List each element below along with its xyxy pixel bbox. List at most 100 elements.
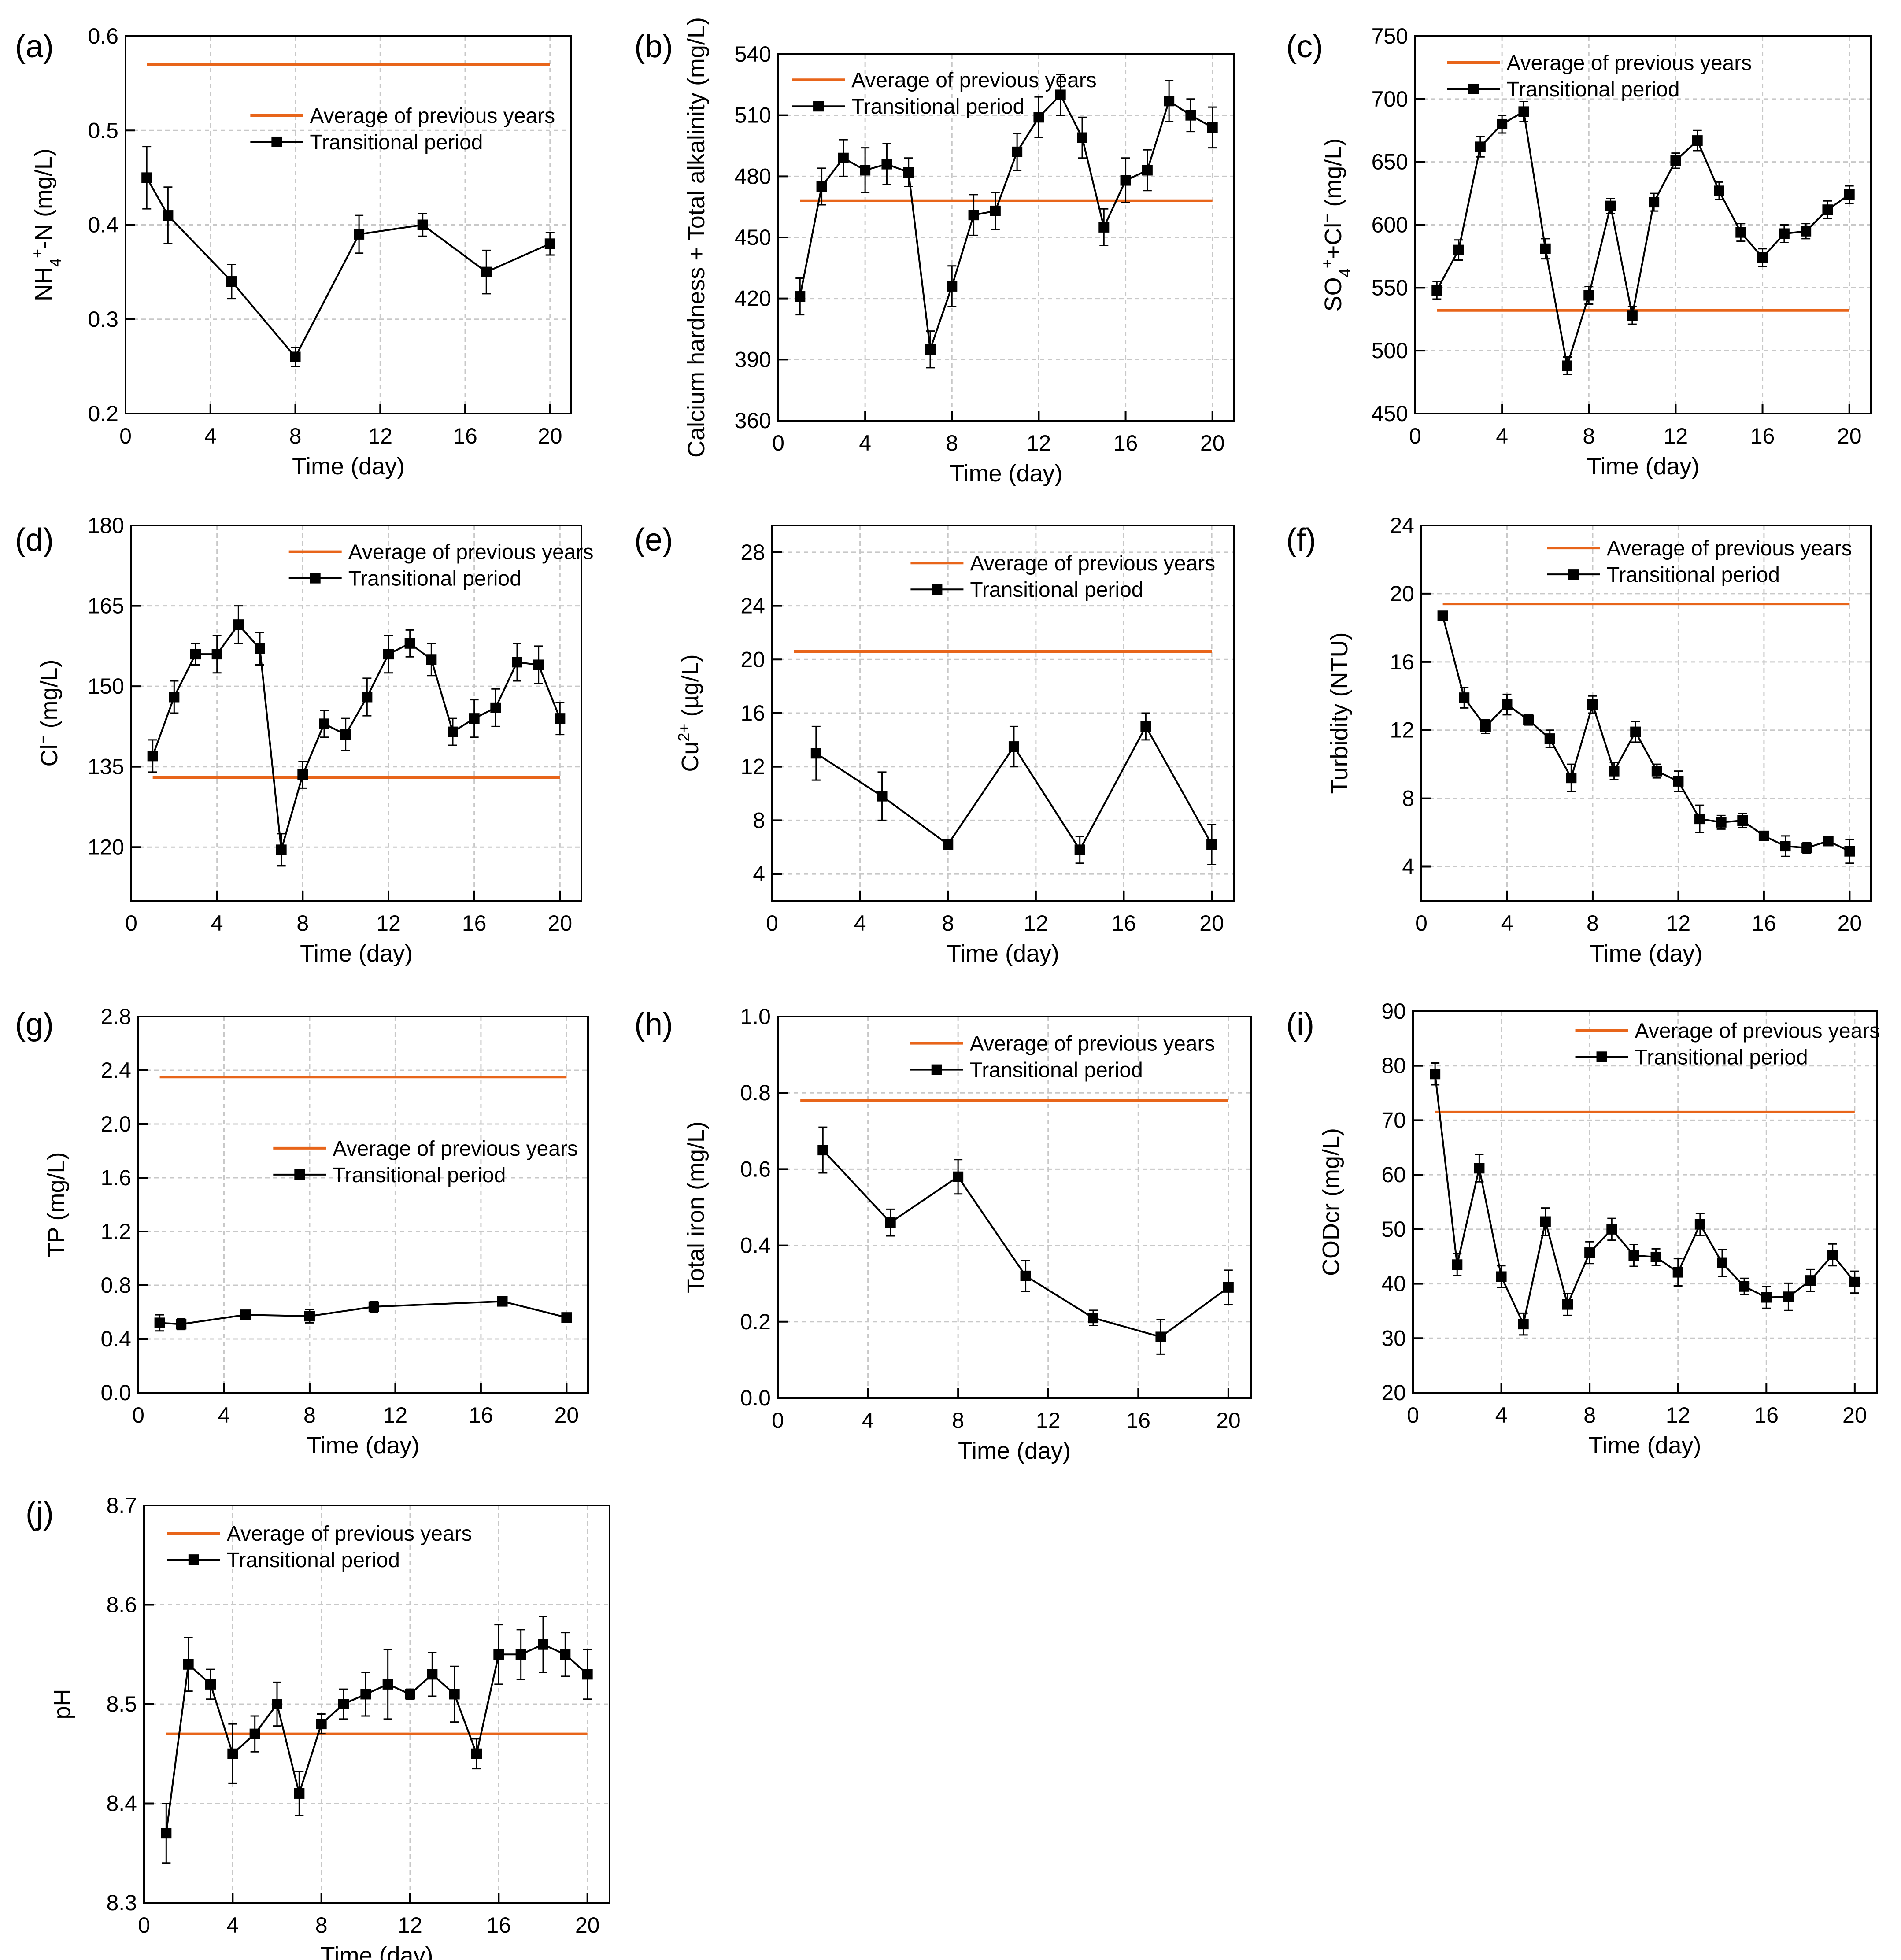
data-point bbox=[1694, 1219, 1705, 1230]
data-point bbox=[860, 165, 871, 176]
data-point bbox=[490, 702, 501, 713]
x-axis-title: Time (day) bbox=[1590, 940, 1702, 967]
data-point bbox=[276, 844, 287, 855]
data-point bbox=[1474, 1163, 1485, 1174]
y-tick-label: 450 bbox=[1372, 401, 1408, 426]
x-axis-title: Time (day) bbox=[292, 453, 405, 480]
panel-label: (g) bbox=[15, 1007, 54, 1042]
y-tick-label: 0.6 bbox=[88, 24, 118, 48]
data-point bbox=[1844, 846, 1855, 857]
panel-label: (e) bbox=[634, 522, 673, 558]
x-axis-title: Time (day) bbox=[1588, 1432, 1701, 1459]
y-axis-title: Cu2+ (µg/L) bbox=[675, 654, 704, 772]
data-point bbox=[1739, 1281, 1750, 1292]
plot-frame bbox=[1412, 1010, 1878, 1394]
data-point bbox=[368, 1301, 379, 1312]
y-tick-label: 180 bbox=[88, 513, 124, 538]
data-point bbox=[183, 1659, 194, 1670]
y-tick-label: 0.5 bbox=[88, 118, 118, 143]
y-tick-label: 60 bbox=[1381, 1162, 1406, 1187]
data-point bbox=[1223, 1282, 1234, 1293]
series-line-transitional bbox=[146, 177, 551, 359]
data-point bbox=[1605, 200, 1616, 211]
data-point bbox=[1650, 1251, 1661, 1262]
y-axis-title-part: +Cl bbox=[1320, 223, 1346, 259]
data-point bbox=[881, 159, 892, 170]
panel-label: (j) bbox=[26, 1496, 54, 1531]
y-tick-label: 80 bbox=[1381, 1054, 1406, 1078]
y-tick-label: 450 bbox=[735, 225, 771, 250]
data-point bbox=[382, 1679, 393, 1690]
data-point bbox=[817, 1145, 828, 1156]
y-tick-label: 8.7 bbox=[106, 1493, 137, 1518]
data-point bbox=[1453, 244, 1464, 255]
y-tick-label: 8.3 bbox=[106, 1890, 137, 1915]
y-axis-title-part: − bbox=[1318, 214, 1336, 223]
y-axis-title-part: CODcr (mg/L) bbox=[1318, 1128, 1344, 1276]
data-point bbox=[493, 1649, 504, 1660]
x-tick-label: 0 bbox=[138, 1913, 150, 1938]
data-point bbox=[1628, 1250, 1639, 1261]
x-tick-label: 20 bbox=[1837, 424, 1862, 448]
data-point bbox=[1714, 185, 1724, 196]
y-axis-title-part: Calcium hardness + Total alkalinity (mg/… bbox=[683, 17, 710, 458]
data-point bbox=[533, 659, 544, 670]
data-point bbox=[1823, 836, 1834, 847]
y-tick-label: 0.6 bbox=[740, 1157, 771, 1181]
data-point bbox=[1673, 776, 1684, 787]
data-point bbox=[294, 1788, 305, 1799]
panel-b: 0 4 8 12 16 20 360 390 420 450 480 510 540 Time (day)… bbox=[634, 17, 1235, 487]
panel-h: 0 4 8 12 16 20 0.0 0.2 0.4 0.6 0.8 1.0 Time (day) Tot… bbox=[634, 1004, 1252, 1464]
x-tick-label: 8 bbox=[315, 1913, 328, 1938]
x-tick-label: 4 bbox=[1496, 424, 1508, 448]
y-axis-title-part: pH bbox=[49, 1689, 75, 1719]
y-tick-label: 165 bbox=[88, 594, 124, 618]
data-point bbox=[1452, 1259, 1463, 1270]
x-tick-label: 0 bbox=[766, 911, 778, 936]
y-tick-label: 650 bbox=[1372, 150, 1408, 174]
data-point bbox=[1496, 1271, 1507, 1282]
y-tick-label: 8 bbox=[1402, 786, 1414, 811]
data-point bbox=[1779, 228, 1790, 239]
data-point bbox=[304, 1311, 315, 1322]
data-point bbox=[360, 1689, 371, 1700]
x-tick-label: 16 bbox=[487, 1913, 511, 1938]
y-tick-label: 4 bbox=[753, 862, 765, 886]
legend-label-average: Average of previous years bbox=[1607, 537, 1852, 560]
data-point bbox=[1783, 1291, 1794, 1302]
legend-label-transitional: Transitional period bbox=[333, 1164, 506, 1187]
legend-label-average: Average of previous years bbox=[851, 69, 1097, 92]
data-point bbox=[1140, 721, 1151, 732]
y-tick-label: 360 bbox=[735, 408, 771, 433]
y-tick-label: 16 bbox=[1390, 650, 1414, 674]
data-point bbox=[1523, 714, 1534, 725]
data-point bbox=[240, 1309, 251, 1320]
x-tick-label: 8 bbox=[296, 911, 309, 936]
plot-frame bbox=[130, 525, 582, 902]
legend-label-transitional: Transitional period bbox=[1607, 563, 1780, 587]
legend-marker-transitional bbox=[188, 1554, 199, 1565]
data-point bbox=[1206, 839, 1217, 850]
data-point bbox=[1155, 1331, 1166, 1342]
data-point bbox=[1012, 146, 1023, 157]
x-tick-label: 0 bbox=[772, 431, 784, 455]
data-point bbox=[1431, 285, 1442, 296]
data-point bbox=[877, 791, 888, 802]
y-tick-label: 0.8 bbox=[740, 1080, 771, 1105]
y-tick-label: 30 bbox=[1381, 1326, 1406, 1350]
panel-label: (i) bbox=[1286, 1007, 1314, 1042]
y-tick-label: 24 bbox=[740, 594, 765, 618]
x-tick-label: 16 bbox=[1752, 911, 1776, 936]
data-point bbox=[338, 1699, 349, 1709]
x-axis-title: Time (day) bbox=[1587, 453, 1699, 480]
data-point bbox=[141, 172, 152, 183]
data-point bbox=[1780, 841, 1791, 852]
y-tick-label: 20 bbox=[1381, 1380, 1406, 1405]
data-point bbox=[1649, 197, 1660, 208]
y-axis-title-part: NH bbox=[30, 267, 57, 301]
y-tick-label: 8.5 bbox=[106, 1692, 137, 1716]
y-tick-label: 700 bbox=[1372, 87, 1408, 111]
data-point bbox=[1074, 844, 1085, 855]
data-point bbox=[1142, 165, 1153, 176]
legend-label-average: Average of previous years bbox=[310, 104, 555, 128]
